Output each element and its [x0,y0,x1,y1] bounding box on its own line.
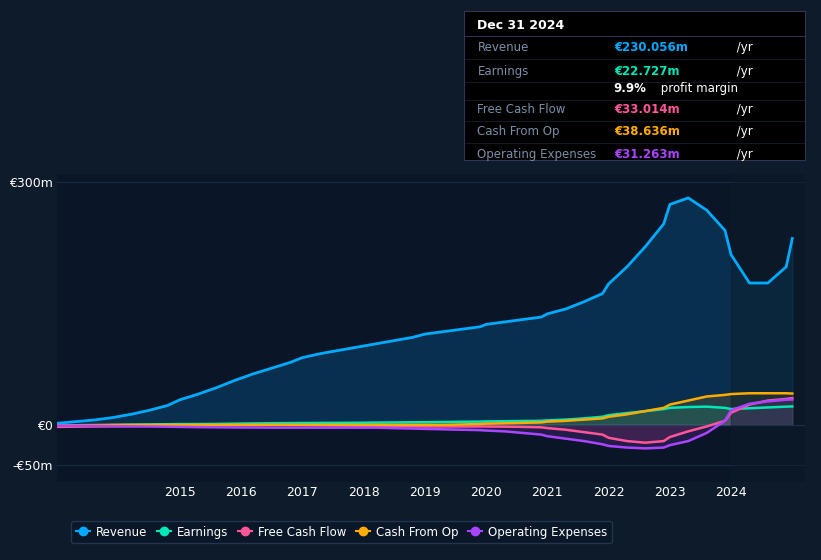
Text: Earnings: Earnings [478,64,529,78]
Text: /yr: /yr [733,125,753,138]
Text: Cash From Op: Cash From Op [478,125,560,138]
Text: Revenue: Revenue [478,41,529,54]
Text: /yr: /yr [733,103,753,116]
Text: profit margin: profit margin [658,82,738,95]
Text: €22.727m: €22.727m [614,64,679,78]
Text: Operating Expenses: Operating Expenses [478,148,597,161]
Text: /yr: /yr [733,64,753,78]
Text: Dec 31 2024: Dec 31 2024 [478,18,565,31]
Text: /yr: /yr [733,41,753,54]
Legend: Revenue, Earnings, Free Cash Flow, Cash From Op, Operating Expenses: Revenue, Earnings, Free Cash Flow, Cash … [71,521,612,543]
Text: €31.263m: €31.263m [614,148,680,161]
Text: €38.636m: €38.636m [614,125,680,138]
Text: €230.056m: €230.056m [614,41,688,54]
Text: €33.014m: €33.014m [614,103,680,116]
Text: 9.9%: 9.9% [614,82,647,95]
Text: Free Cash Flow: Free Cash Flow [478,103,566,116]
Text: /yr: /yr [733,148,753,161]
Bar [731,174,805,482]
